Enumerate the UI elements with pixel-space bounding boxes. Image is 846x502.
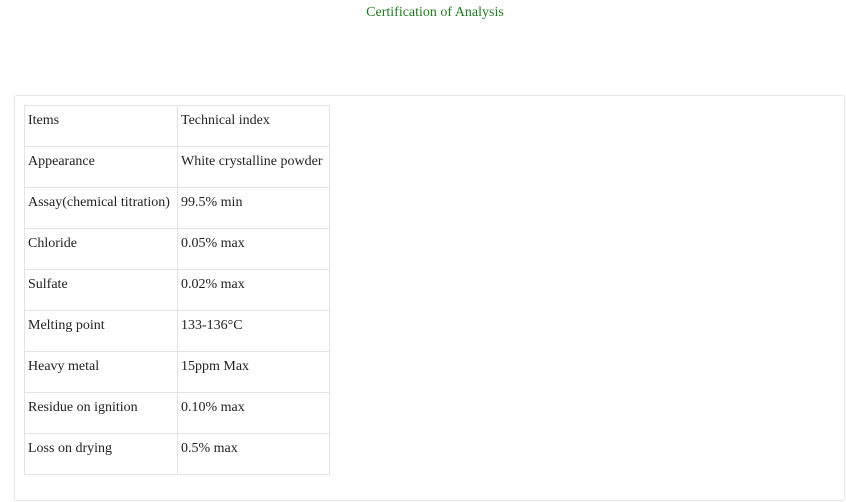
coa-table: Items Technical index Appearance White cr… — [24, 105, 330, 475]
index-cell: 0.05% max — [177, 228, 330, 270]
item-cell: Sulfate — [24, 269, 178, 311]
table-row: Melting point 133-136°C — [24, 310, 330, 352]
header-cell: Items — [24, 105, 178, 147]
item-cell: Chloride — [24, 228, 178, 270]
header-cell: Technical index — [177, 105, 330, 147]
index-cell: 133-136°C — [177, 310, 330, 352]
coa-card: Items Technical index Appearance White cr… — [14, 95, 845, 501]
item-cell: Appearance — [24, 146, 178, 188]
index-cell: 99.5% min — [177, 187, 330, 229]
index-cell: 15ppm Max — [177, 351, 330, 393]
item-cell: Heavy metal — [24, 351, 178, 393]
index-cell: 0.02% max — [177, 269, 330, 311]
item-cell: Loss on drying — [24, 433, 178, 475]
table-row: Sulfate 0.02% max — [24, 269, 330, 311]
table-row: Heavy metal 15ppm Max — [24, 351, 330, 393]
item-cell: Melting point — [24, 310, 178, 352]
table-row: Residue on ignition 0.10% max — [24, 392, 330, 434]
page-title: Certification of Analysis — [366, 5, 504, 20]
item-cell: Residue on ignition — [24, 392, 178, 434]
table-header-row: Items Technical index — [24, 105, 330, 147]
table-row: Appearance White crystalline powder — [24, 146, 330, 188]
table-row: Loss on drying 0.5% max — [24, 433, 330, 475]
index-cell: White crystalline powder — [177, 146, 330, 188]
index-cell: 0.5% max — [177, 433, 330, 475]
item-cell: Assay(chemical titration) — [24, 187, 178, 229]
table-row: Chloride 0.05% max — [24, 228, 330, 270]
index-cell: 0.10% max — [177, 392, 330, 434]
table-row: Assay(chemical titration) 99.5% min — [24, 187, 330, 229]
